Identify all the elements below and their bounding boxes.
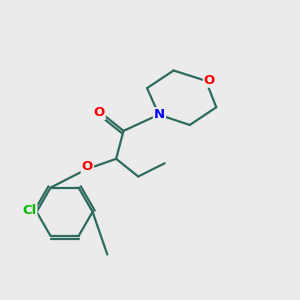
Text: O: O xyxy=(204,74,215,87)
Text: N: N xyxy=(154,108,165,121)
Text: Cl: Cl xyxy=(22,204,36,217)
Text: O: O xyxy=(82,160,93,173)
Text: O: O xyxy=(93,106,105,119)
